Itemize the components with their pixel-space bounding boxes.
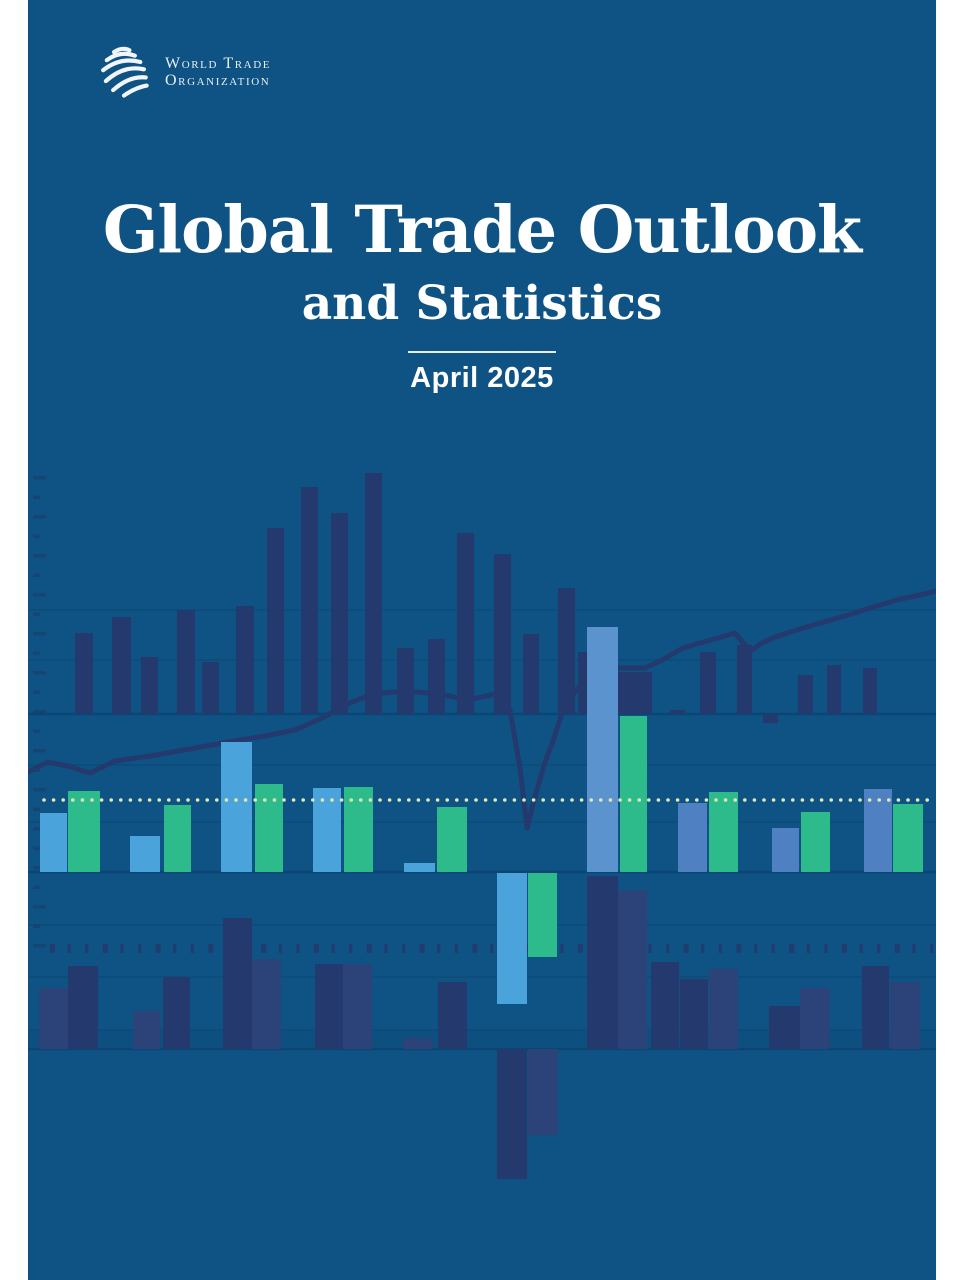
title-block: Global Trade Outlook and Statistics Apri…	[28, 0, 936, 393]
wto-logo-line2: Organization	[165, 72, 271, 89]
wto-logo-text: World Trade Organization	[165, 55, 271, 89]
wto-logo-line1: World Trade	[165, 55, 272, 72]
publication-date: April 2025	[410, 362, 554, 394]
page-title: Global Trade Outlook	[102, 192, 862, 268]
page-subtitle: and Statistics	[301, 276, 663, 331]
cover-background: World Trade Organization Global Trade Ou…	[28, 0, 936, 1280]
wto-logo: World Trade Organization	[95, 44, 271, 100]
divider	[408, 351, 556, 353]
cover-artwork-chart	[28, 473, 936, 1179]
wto-globe-icon	[101, 46, 149, 98]
